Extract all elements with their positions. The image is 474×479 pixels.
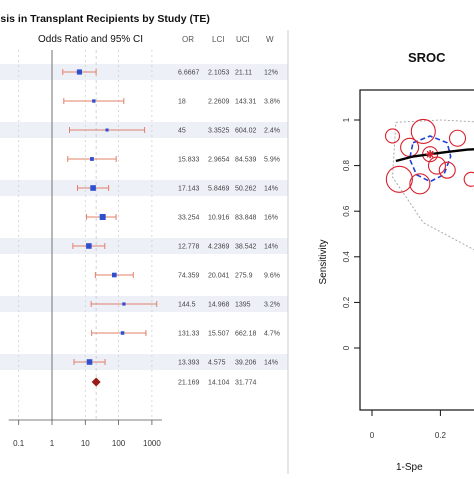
sroc-x-axis-label: 1-Spe bbox=[396, 462, 423, 473]
cell-uci: 39.206 bbox=[235, 360, 257, 367]
y-tick-label: 0.8 bbox=[342, 159, 351, 171]
cell-lci: 4.575 bbox=[208, 360, 226, 367]
cell-w: 3.2% bbox=[264, 302, 280, 309]
cell-or: 45 bbox=[178, 128, 186, 135]
cell-uci: 50.262 bbox=[235, 186, 257, 193]
forest-plot-title: osis in Transplant Recipients by Study (… bbox=[0, 13, 210, 25]
forest-plot-svg: osis in Transplant Recipients by Study (… bbox=[0, 0, 300, 474]
study-point bbox=[86, 243, 92, 249]
sroc-y-axis-label: Sensitivity bbox=[318, 239, 329, 284]
cell-w: 12% bbox=[264, 70, 278, 77]
x-tick-label: 100 bbox=[112, 439, 126, 448]
cell-uci: 84.539 bbox=[235, 157, 257, 164]
cell-uci: 143.31 bbox=[235, 99, 257, 106]
cell-or: 6.6667 bbox=[178, 70, 200, 77]
column-header-or: OR bbox=[182, 35, 194, 44]
study-circle bbox=[428, 157, 445, 174]
column-header-uci: UCI bbox=[236, 35, 250, 44]
y-tick-label: 0.4 bbox=[342, 251, 351, 263]
cell-w: 5.9% bbox=[264, 157, 280, 164]
study-point bbox=[92, 99, 95, 102]
cell-w: 14% bbox=[264, 244, 278, 251]
column-header-lci: LCI bbox=[212, 35, 224, 44]
study-circle bbox=[386, 166, 412, 192]
study-point bbox=[121, 331, 125, 335]
y-tick-label: 1 bbox=[342, 117, 351, 122]
pooled-uci: 31.774 bbox=[235, 380, 257, 387]
study-circle bbox=[464, 172, 474, 186]
cell-w: 4.7% bbox=[264, 331, 280, 338]
cell-lci: 4.2369 bbox=[208, 244, 230, 251]
cell-w: 14% bbox=[264, 186, 278, 193]
study-circle bbox=[411, 119, 435, 143]
forest-x-axis: 0.1 1 10 100 1000 bbox=[9, 420, 162, 448]
cell-or: 144.5 bbox=[178, 302, 196, 309]
cell-w: 16% bbox=[264, 215, 278, 222]
forest-plot-panel: osis in Transplant Recipients by Study (… bbox=[0, 0, 300, 474]
cell-lci: 2.9654 bbox=[208, 157, 230, 164]
cell-lci: 15.507 bbox=[208, 331, 230, 338]
x-tick-label: 0.1 bbox=[13, 439, 25, 448]
cell-lci: 3.3525 bbox=[208, 128, 230, 135]
cell-uci: 275.9 bbox=[235, 273, 253, 280]
x-tick-label: 0 bbox=[370, 431, 375, 440]
cell-w: 14% bbox=[264, 360, 278, 367]
study-point bbox=[122, 302, 125, 305]
cell-w: 3.8% bbox=[264, 99, 280, 106]
sroc-curve-group bbox=[396, 147, 474, 161]
cell-or: 15.833 bbox=[178, 157, 200, 164]
x-tick-label: 10 bbox=[81, 439, 90, 448]
x-tick-label: 1000 bbox=[143, 439, 161, 448]
cell-lci: 20.041 bbox=[208, 273, 230, 280]
study-point bbox=[106, 128, 109, 131]
cell-w: 2.4% bbox=[264, 128, 280, 135]
cell-or: 131.33 bbox=[178, 331, 200, 338]
pooled-estimate: 21.169 14.104 31.774 bbox=[92, 378, 257, 387]
study-circle bbox=[450, 130, 466, 146]
pooled-or: 21.169 bbox=[178, 380, 200, 387]
cell-uci: 1395 bbox=[235, 302, 251, 309]
cell-or: 13.393 bbox=[178, 360, 200, 367]
study-point bbox=[87, 359, 93, 365]
x-tick-label: 1 bbox=[50, 439, 55, 448]
x-tick-label: 0.2 bbox=[435, 431, 447, 440]
cell-or: 33.254 bbox=[178, 215, 200, 222]
column-header-w: W bbox=[266, 35, 274, 44]
sroc-plot-frame bbox=[360, 90, 474, 410]
pooled-diamond bbox=[92, 378, 101, 387]
cell-w: 9.6% bbox=[264, 273, 280, 280]
study-circle bbox=[386, 129, 400, 143]
cell-lci: 14.968 bbox=[208, 302, 230, 309]
study-point bbox=[77, 69, 82, 74]
study-point bbox=[90, 157, 94, 161]
sroc-title: SROC bbox=[408, 50, 446, 65]
cell-or: 18 bbox=[178, 99, 186, 106]
cell-or: 17.143 bbox=[178, 186, 200, 193]
cell-uci: 662.18 bbox=[235, 331, 257, 338]
cell-lci: 2.1053 bbox=[208, 70, 230, 77]
pooled-lci: 14.104 bbox=[208, 380, 230, 387]
cell-lci: 10.916 bbox=[208, 215, 230, 222]
forest-plot-subtitle: Odds Ratio and 95% CI bbox=[38, 34, 143, 45]
cell-lci: 2.2609 bbox=[208, 99, 230, 106]
y-tick-label: 0.2 bbox=[342, 296, 351, 308]
cell-uci: 21.11 bbox=[235, 70, 252, 77]
study-point bbox=[100, 214, 106, 220]
cell-uci: 38.542 bbox=[235, 244, 257, 251]
cell-uci: 83.848 bbox=[235, 215, 257, 222]
forest-rows: 6.6667 2.1053 21.11 12% 18 2.2609 143.31 3.8% 45… bbox=[63, 69, 280, 367]
cell-uci: 604.02 bbox=[235, 128, 257, 135]
y-tick-label: 0.6 bbox=[342, 205, 351, 217]
cell-or: 12.778 bbox=[178, 244, 200, 251]
y-tick-label: 0 bbox=[342, 345, 351, 350]
study-point bbox=[112, 273, 117, 278]
cell-lci: 5.8469 bbox=[208, 186, 230, 193]
sroc-curve bbox=[396, 147, 474, 161]
cell-or: 74.359 bbox=[178, 273, 200, 280]
study-point bbox=[90, 185, 96, 191]
